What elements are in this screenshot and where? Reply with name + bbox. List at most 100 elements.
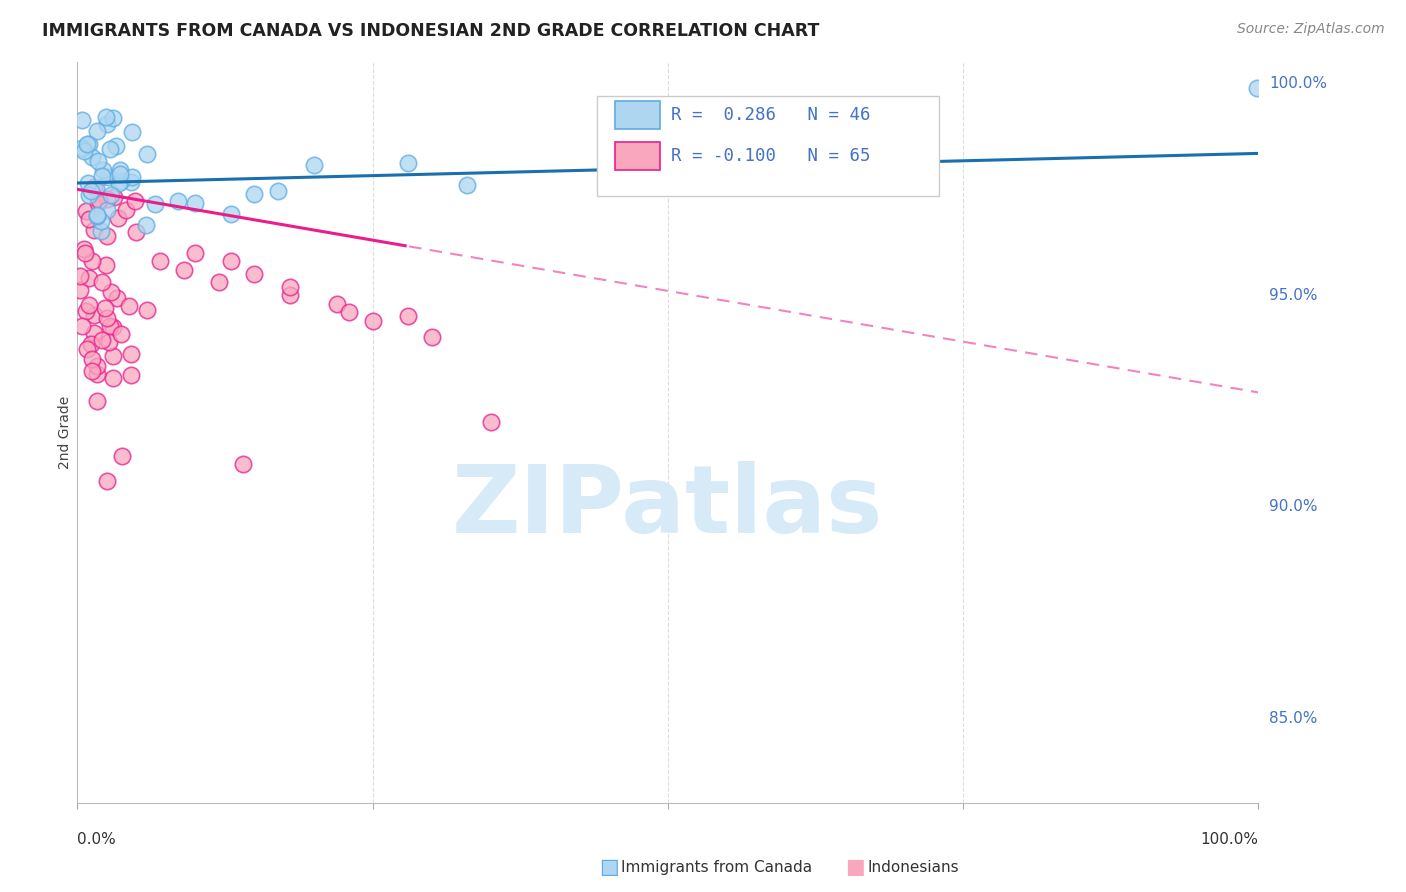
Text: Source: ZipAtlas.com: Source: ZipAtlas.com: [1237, 22, 1385, 37]
Point: [70, 112, 93, 127]
Point: [101, 319, 124, 334]
Point: [97, 170, 120, 185]
Point: [79, 188, 101, 202]
Point: [80, 149, 103, 163]
Point: [69, 268, 91, 283]
Point: [107, 211, 129, 225]
Point: [396, 156, 419, 170]
Point: [118, 299, 141, 313]
Text: 95.0%: 95.0%: [1270, 287, 1317, 302]
Point: [77, 176, 100, 190]
Point: [105, 139, 128, 153]
Point: [243, 267, 266, 281]
Point: [166, 194, 188, 209]
Point: [100, 188, 122, 202]
Point: [76, 342, 98, 356]
Text: □: □: [599, 857, 619, 877]
Point: [86, 154, 108, 169]
Point: [278, 279, 301, 293]
Point: [120, 346, 142, 360]
Point: [70, 141, 93, 155]
Point: [97, 335, 120, 350]
Text: Indonesians: Indonesians: [868, 860, 959, 874]
Point: [80, 184, 103, 198]
Point: [173, 262, 195, 277]
Point: [108, 167, 131, 181]
Point: [125, 225, 148, 239]
Point: [98, 318, 121, 333]
Point: [86, 359, 108, 373]
Point: [75, 204, 97, 219]
Text: ZIPatlas: ZIPatlas: [453, 460, 883, 553]
Point: [135, 219, 157, 233]
Point: [110, 327, 132, 342]
Point: [120, 368, 142, 382]
Text: 90.0%: 90.0%: [1270, 500, 1317, 514]
Point: [83, 179, 105, 194]
Point: [243, 187, 266, 202]
Text: 0.0%: 0.0%: [77, 832, 117, 847]
Point: [96, 117, 118, 131]
Point: [87, 195, 110, 210]
Point: [219, 207, 242, 221]
Point: [86, 209, 108, 223]
Point: [73, 246, 96, 260]
Point: [73, 242, 96, 256]
Point: [103, 189, 125, 203]
Point: [76, 303, 98, 318]
FancyBboxPatch shape: [614, 101, 659, 129]
Y-axis label: 2nd Grade: 2nd Grade: [58, 396, 72, 469]
Point: [1246, 80, 1268, 95]
Text: Immigrants from Canada: Immigrants from Canada: [621, 860, 813, 874]
Point: [326, 296, 349, 310]
Point: [361, 313, 384, 327]
Point: [135, 146, 157, 161]
Point: [83, 326, 105, 340]
Point: [69, 284, 91, 298]
Point: [135, 302, 157, 317]
Point: [73, 144, 96, 158]
Point: [98, 142, 121, 156]
Text: R = -0.100   N = 65: R = -0.100 N = 65: [672, 146, 870, 165]
Point: [83, 308, 105, 322]
Point: [87, 193, 110, 207]
Point: [82, 351, 104, 366]
Point: [101, 349, 124, 363]
Point: [184, 196, 207, 211]
Point: [90, 169, 112, 183]
Text: ■: ■: [599, 857, 619, 877]
Text: 85.0%: 85.0%: [1270, 711, 1317, 726]
Point: [96, 475, 118, 489]
Point: [184, 245, 207, 260]
Point: [90, 225, 112, 239]
Point: [115, 202, 138, 217]
Point: [94, 258, 117, 272]
Point: [86, 393, 108, 408]
FancyBboxPatch shape: [614, 142, 659, 169]
Point: [77, 211, 100, 226]
Point: [86, 367, 108, 381]
Point: [86, 124, 108, 138]
Point: [83, 222, 105, 236]
Point: [108, 162, 131, 177]
Point: [100, 285, 122, 299]
Text: R =  0.286   N = 46: R = 0.286 N = 46: [672, 106, 870, 124]
Point: [84, 181, 107, 195]
Point: [79, 298, 101, 312]
Point: [96, 193, 118, 207]
Point: [86, 209, 108, 223]
Point: [103, 112, 125, 126]
Point: [94, 301, 117, 315]
Point: [121, 125, 143, 139]
Point: [143, 196, 166, 211]
Point: [121, 169, 143, 184]
Point: [90, 333, 112, 347]
Point: [111, 449, 134, 463]
Text: ■: ■: [845, 857, 865, 877]
Point: [82, 254, 104, 268]
Point: [91, 275, 114, 289]
Point: [232, 458, 254, 472]
Point: [77, 271, 100, 285]
Point: [94, 111, 117, 125]
Point: [302, 158, 325, 172]
